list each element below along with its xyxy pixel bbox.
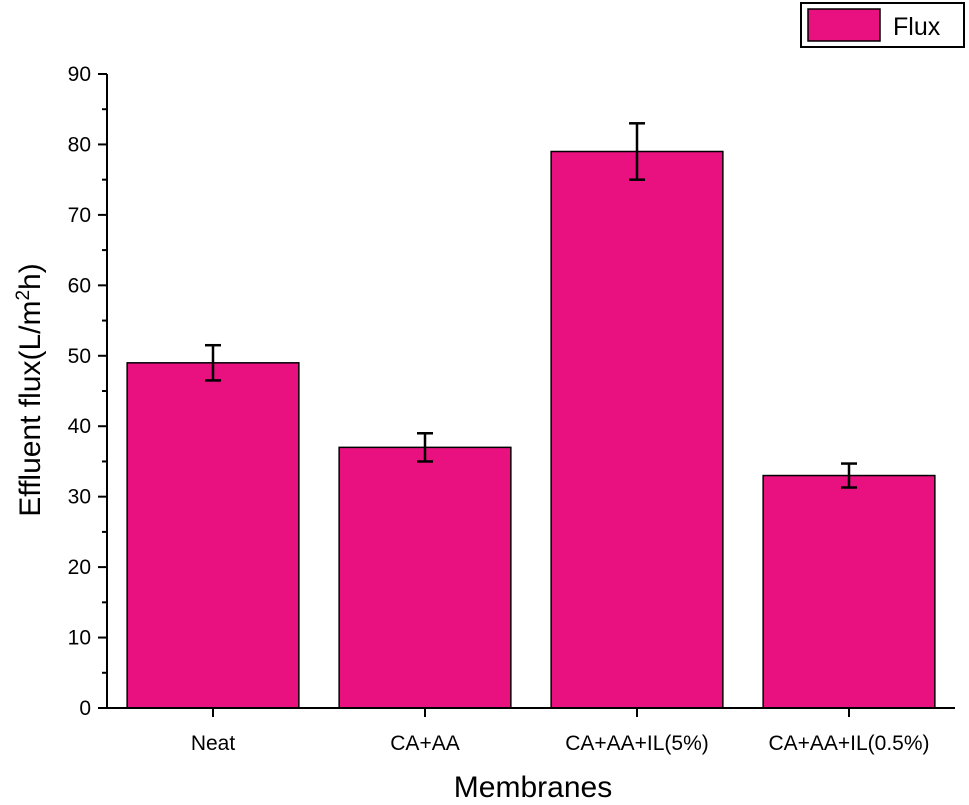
x-tick-label: CA+AA bbox=[390, 732, 459, 755]
bar-CA+AA bbox=[338, 446, 512, 709]
x-tick-label: CA+AA+IL(5%) bbox=[565, 732, 709, 755]
y-tick-label: 70 bbox=[68, 204, 91, 227]
bar-Neat bbox=[126, 362, 300, 709]
bar-CA+AA+IL(5%) bbox=[550, 150, 724, 709]
y-axis-title-superscript: 2 bbox=[13, 290, 34, 301]
y-tick-label: 30 bbox=[68, 486, 91, 509]
y-axis-title-suffix: h) bbox=[14, 263, 47, 290]
bars-group bbox=[126, 150, 936, 709]
x-tick-label: CA+AA+IL(0.5%) bbox=[768, 732, 929, 755]
y-tick-label: 20 bbox=[68, 556, 91, 579]
y-tick-label: 90 bbox=[68, 63, 91, 86]
y-axis-title-prefix: Effluent flux(L/m bbox=[14, 301, 47, 517]
y-tick-label: 50 bbox=[68, 345, 91, 368]
y-tick-label: 80 bbox=[68, 133, 91, 156]
x-tick-label: Neat bbox=[191, 732, 236, 755]
legend-swatch bbox=[807, 8, 881, 42]
x-axis-title: Membranes bbox=[454, 771, 612, 804]
y-tick-label: 60 bbox=[68, 274, 91, 297]
error-bars-group bbox=[205, 122, 857, 489]
y-ticks-group: 0 10 20 30 40 50 60 70 80 90 bbox=[68, 63, 107, 720]
legend-label: Flux bbox=[893, 13, 941, 41]
bar-CA+AA+IL(0.5%) bbox=[762, 474, 936, 709]
y-tick-label: 0 bbox=[79, 697, 91, 720]
x-ticks-group: Neat CA+AA CA+AA+IL(5%) CA+AA+IL(0.5%) bbox=[191, 708, 930, 755]
legend: Flux bbox=[800, 2, 965, 48]
y-tick-label: 10 bbox=[68, 627, 91, 650]
y-tick-label: 40 bbox=[68, 415, 91, 438]
y-axis-title: Effluent flux(L/m2h) bbox=[13, 263, 47, 516]
